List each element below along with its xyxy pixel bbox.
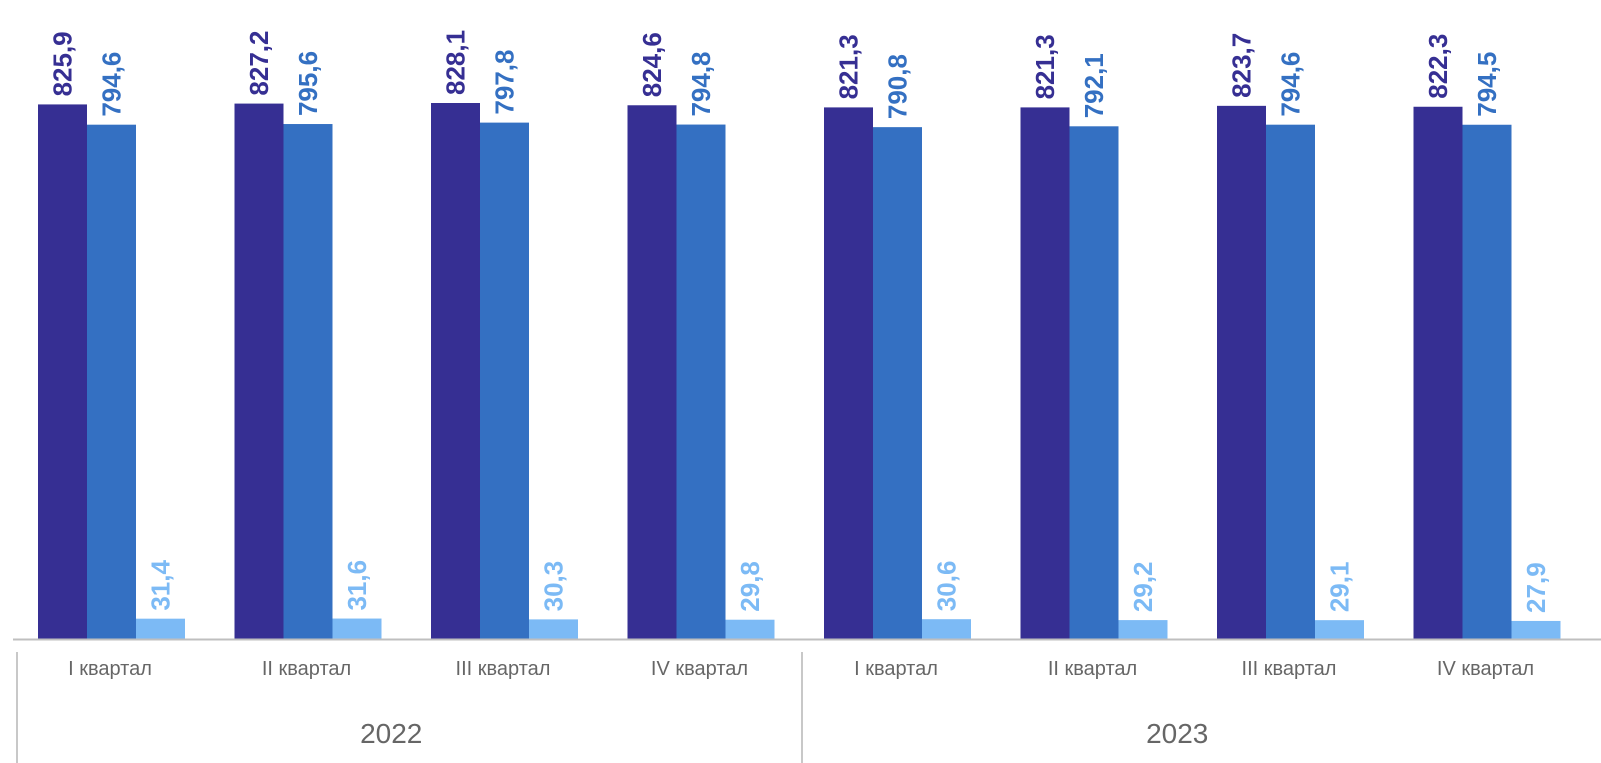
data-label: 794,6 <box>97 52 127 117</box>
data-label: 797,8 <box>490 50 520 115</box>
x-tick-label: II квартал <box>262 658 351 680</box>
data-label: 822,3 <box>1423 34 1453 99</box>
data-label: 794,5 <box>1472 52 1502 117</box>
data-label: 823,7 <box>1227 33 1257 98</box>
bars-layer <box>38 103 1561 640</box>
bar-series-3-cat-3 <box>529 619 578 639</box>
data-label: 29,8 <box>735 561 765 612</box>
bar-series-1-cat-8 <box>1413 106 1463 639</box>
x-tick-label: I квартал <box>68 658 152 680</box>
bar-series-1-cat-3 <box>431 103 480 639</box>
bar-series-3-cat-4 <box>725 619 775 639</box>
bar-series-3-cat-6 <box>1118 620 1168 639</box>
data-label: 27,9 <box>1521 562 1551 613</box>
data-label: 827,2 <box>244 31 274 96</box>
bar-series-2-cat-7 <box>1266 124 1315 640</box>
bar-series-3-cat-1 <box>136 618 185 639</box>
data-label: 29,1 <box>1325 562 1355 613</box>
bar-series-2-cat-3 <box>480 122 529 639</box>
data-labels-layer: 825,9 794,6 31,4 827,2 795,6 31,6 828,1 797,8 30… <box>48 30 1552 613</box>
bar-series-1-cat-1 <box>38 104 87 640</box>
x-tick-label: IV квартал <box>1437 658 1534 680</box>
data-label: 824,6 <box>637 32 667 97</box>
bar-series-1-cat-5 <box>824 107 873 640</box>
x-tick-label: III квартал <box>1242 658 1337 680</box>
bar-series-1-cat-6 <box>1020 107 1070 640</box>
x-group-label: 2022 <box>360 718 422 749</box>
data-label: 792,1 <box>1079 53 1109 118</box>
bar-series-1-cat-4 <box>627 105 677 639</box>
x-tick-label: II квартал <box>1048 658 1137 680</box>
bar-series-2-cat-4 <box>676 124 726 640</box>
bar-series-1-cat-7 <box>1217 105 1266 639</box>
bar-series-2-cat-8 <box>1462 124 1512 639</box>
data-label: 821,3 <box>1030 34 1060 99</box>
bar-series-3-cat-5 <box>922 619 971 639</box>
x-axis: I квартал II квартал III квартал IV квартал… <box>13 638 1601 763</box>
x-group-label: 2023 <box>1146 718 1208 749</box>
x-tick-label: III квартал <box>456 658 551 680</box>
data-label: 795,6 <box>293 51 323 116</box>
bar-series-2-cat-2 <box>283 124 333 639</box>
data-label: 828,1 <box>441 30 471 95</box>
data-label: 790,8 <box>883 54 913 119</box>
x-tick-label: IV квартал <box>651 658 748 680</box>
data-label: 30,3 <box>539 561 569 612</box>
data-label: 30,6 <box>932 561 962 612</box>
data-label: 825,9 <box>48 31 78 96</box>
bar-series-1-cat-2 <box>234 103 284 640</box>
data-label: 821,3 <box>834 34 864 99</box>
bar-series-2-cat-5 <box>873 127 922 639</box>
data-label: 31,4 <box>146 560 176 611</box>
bar-series-2-cat-6 <box>1069 126 1119 640</box>
data-label: 794,8 <box>686 51 716 116</box>
bar-series-3-cat-7 <box>1315 620 1364 639</box>
data-label: 31,6 <box>342 560 372 611</box>
bar-series-3-cat-8 <box>1511 620 1561 639</box>
bar-series-2-cat-1 <box>87 124 136 640</box>
x-tick-label: I квартал <box>854 658 938 680</box>
data-label: 794,6 <box>1276 52 1306 117</box>
bar-series-3-cat-2 <box>332 618 382 639</box>
data-label: 29,2 <box>1128 561 1158 612</box>
